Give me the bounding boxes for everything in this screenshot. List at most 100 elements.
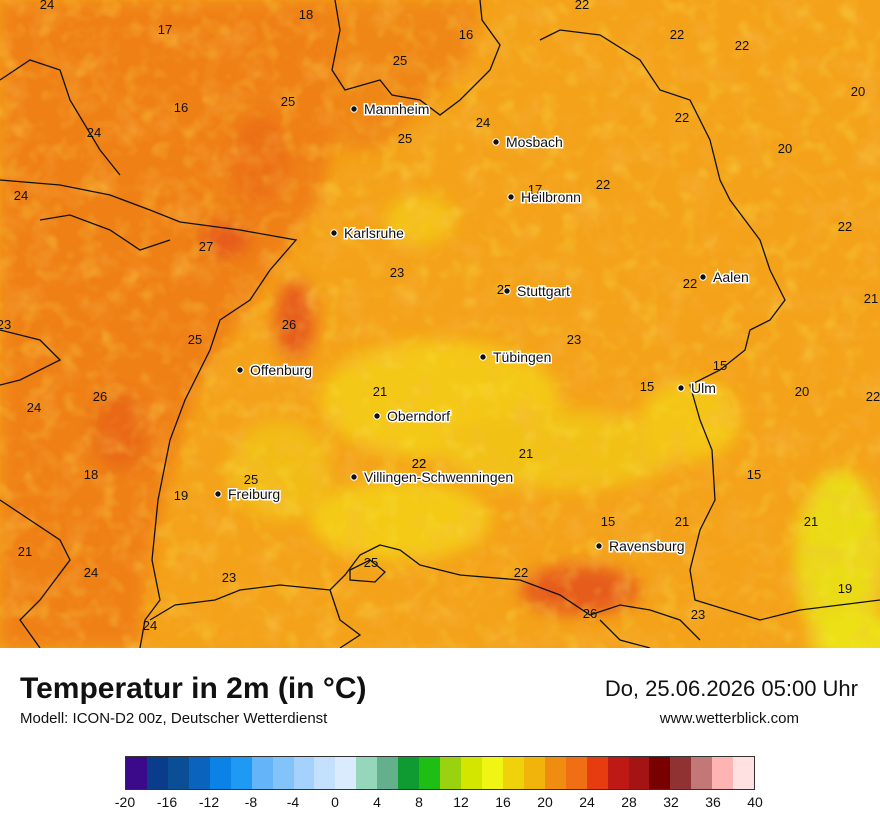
legend-swatch (649, 757, 671, 789)
temperature-value: 21 (519, 446, 533, 461)
legend-tick-label: 4 (373, 794, 381, 810)
temperature-value: 24 (27, 400, 41, 415)
legend-swatch (167, 757, 189, 789)
temperature-value: 24 (14, 188, 28, 203)
legend-tick-label: 24 (579, 794, 595, 810)
border-south-east (599, 619, 651, 648)
city-label: Heilbronn (521, 189, 581, 205)
city-label: Mosbach (506, 134, 563, 150)
city-label: Ravensburg (609, 538, 685, 554)
temperature-value: 20 (778, 141, 792, 156)
temperature-value: 24 (143, 618, 157, 633)
temperature-value: 23 (691, 607, 705, 622)
legend-swatch (146, 757, 168, 789)
city-aalen: Aalen (699, 268, 750, 287)
legend-tick-label: -20 (114, 794, 136, 810)
temperature-labels: 24 17 18 16 22 22 22 25 16 25 20 24 25 24 22 20 24 17 22 27… (0, 0, 880, 633)
legend-tick-label: -16 (156, 794, 178, 810)
city-oberndorf: Oberndorf (373, 407, 452, 426)
city-label: Stuttgart (517, 283, 570, 299)
legend-swatch (335, 757, 357, 789)
temperature-value: 17 (528, 182, 542, 197)
temperature-value: 15 (601, 514, 615, 529)
temperature-value: 21 (675, 514, 689, 529)
legend-swatch (461, 757, 482, 789)
temperature-value: 26 (93, 389, 107, 404)
temperature-value: 23 (0, 317, 11, 332)
legend-swatch (314, 757, 336, 789)
temperature-value: 22 (670, 27, 684, 42)
legend-tick-label: 28 (621, 794, 637, 810)
map-title: Temperatur in 2m (in °C) (20, 672, 367, 705)
legend-tick-label: -12 (198, 794, 220, 810)
city-dot (677, 384, 685, 392)
city-dot (373, 412, 381, 420)
city-dot (492, 138, 500, 146)
temperature-value: 17 (158, 22, 172, 37)
legend-swatch (565, 757, 587, 789)
map-footer: Temperatur in 2m (in °C) Modell: ICON-D2… (0, 648, 880, 830)
city-dot (214, 490, 222, 498)
state-border-east (539, 29, 880, 621)
borders (0, 0, 880, 648)
temperature-map: 24 17 18 16 22 22 22 25 16 25 20 24 25 24 22 20 24 17 22 27… (0, 0, 880, 648)
city-stuttgart: Stuttgart (503, 282, 572, 301)
temperature-value: 18 (84, 467, 98, 482)
temperature-value: 22 (675, 110, 689, 125)
temperature-value: 25 (281, 94, 295, 109)
temperature-value: 21 (804, 514, 818, 529)
legend-swatch (712, 757, 734, 789)
temperature-value: 24 (84, 565, 98, 580)
temperature-value: 25 (398, 131, 412, 146)
temperature-value: 22 (596, 177, 610, 192)
website-link[interactable]: www.wetterblick.com (659, 710, 799, 727)
temperature-value: 23 (390, 265, 404, 280)
legend-swatch (293, 757, 315, 789)
legend-swatch (607, 757, 629, 789)
temperature-value: 25 (188, 332, 202, 347)
border-west-1 (0, 59, 121, 176)
temperature-value: 19 (838, 581, 852, 596)
city-ulm: Ulm (677, 379, 717, 398)
city-label: Mannheim (364, 101, 429, 117)
temperature-value: 15 (747, 467, 761, 482)
legend-tick-label: 36 (705, 794, 721, 810)
city-label: Freiburg (228, 486, 280, 502)
temperature-value: 22 (735, 38, 749, 53)
city-freiburg: Freiburg (214, 485, 282, 504)
city-dot (479, 353, 487, 361)
temperature-value: 18 (299, 7, 313, 22)
city-dot (330, 229, 338, 237)
color-legend (125, 756, 755, 790)
temperature-value: 21 (373, 384, 387, 399)
temperature-value: 22 (866, 389, 880, 404)
legend-tick-label: -4 (286, 794, 300, 810)
border-lake-constance (329, 589, 362, 648)
city-label: Karlsruhe (344, 225, 404, 241)
city-mannheim: Mannheim (350, 100, 431, 119)
legend-swatch (251, 757, 273, 789)
city-markers: Mannheim Mosbach Heilbronn Karlsruhe Stuttga… (214, 100, 750, 556)
legend-tick-label: 0 (331, 794, 339, 810)
legend-swatch (544, 757, 566, 789)
legend-swatch (230, 757, 252, 789)
city-mosbach: Mosbach (492, 133, 564, 152)
temperature-value: 15 (640, 379, 654, 394)
border-lake-south (349, 559, 386, 583)
city-label: Offenburg (250, 362, 312, 378)
legend-swatch (523, 757, 545, 789)
legend-swatch (398, 757, 420, 789)
city-dot (350, 473, 358, 481)
city-label: Ulm (691, 380, 716, 396)
legend-swatch (481, 757, 503, 789)
temperature-value: 21 (864, 291, 878, 306)
legend-swatch (502, 757, 524, 789)
temperature-value: 24 (87, 125, 101, 140)
temperature-value: 22 (412, 456, 426, 471)
temperature-value: 25 (364, 555, 378, 570)
border-swiss (149, 544, 701, 641)
legend-swatch (377, 757, 399, 789)
city-label: Aalen (713, 269, 749, 285)
temperature-value: 16 (174, 100, 188, 115)
temperature-value: 22 (412, 456, 426, 471)
